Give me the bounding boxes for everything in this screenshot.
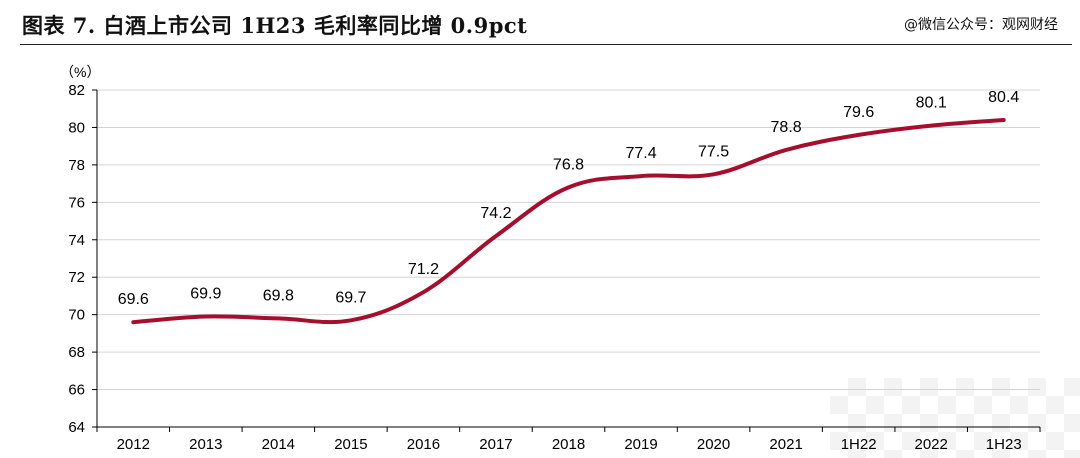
y-tick-label: 66 (68, 382, 85, 399)
data-label: 69.6 (118, 291, 149, 308)
x-tick-label: 2014 (262, 436, 295, 453)
y-axis-unit-label: （%） (60, 64, 100, 80)
y-tick-label: 78 (68, 157, 85, 174)
data-labels: 69.6 69.9 69.8 69.7 71.2 74.2 76.8 77.4 77.5 78.8… (118, 89, 1020, 308)
data-label: 74.2 (480, 205, 511, 222)
y-tick-label: 68 (68, 344, 85, 361)
gridlines (97, 89, 1040, 391)
y-tick-label: 74 (68, 232, 85, 249)
x-tick-label: 2016 (407, 436, 440, 453)
x-tick-label: 2020 (697, 436, 730, 453)
y-tick-label: 82 (68, 82, 85, 99)
data-label: 76.8 (553, 156, 584, 173)
data-label: 78.8 (771, 119, 802, 136)
source-credit: @微信公众号：观网财经 (904, 17, 1058, 33)
x-tick-label: 1H22 (841, 436, 877, 453)
data-label: 71.2 (408, 261, 439, 278)
axes: 64 66 68 70 72 74 76 78 80 82 2012 2013 2014 2015 2016… (68, 82, 1041, 453)
data-label: 69.7 (335, 289, 366, 306)
series-layer (131, 118, 1006, 325)
y-tick-label: 64 (68, 419, 85, 436)
x-tick-label: 2019 (624, 436, 657, 453)
figure-title: 图表 7. 白酒上市公司 1H23 毛利率同比增 0.9pct (22, 13, 528, 38)
data-label: 77.5 (698, 143, 729, 160)
x-tick-label: 2017 (479, 436, 512, 453)
data-label: 80.4 (988, 89, 1019, 106)
data-label: 77.4 (625, 145, 656, 162)
data-label: 69.8 (263, 287, 294, 304)
y-tick-label: 76 (68, 194, 85, 211)
data-label: 79.6 (843, 104, 874, 121)
data-label: 69.9 (190, 286, 221, 303)
data-label: 80.1 (916, 95, 947, 112)
x-tick-label: 2012 (117, 436, 150, 453)
y-tick-label: 80 (68, 119, 85, 136)
x-tick-label: 2022 (915, 436, 948, 453)
header: 图表 7. 白酒上市公司 1H23 毛利率同比增 0.9pct @微信公众号：观… (0, 0, 1080, 46)
watermark-pattern (830, 378, 1080, 458)
x-tick-label: 2015 (334, 436, 367, 453)
series-line (131, 118, 1006, 325)
y-tick-label: 72 (68, 269, 85, 286)
x-tick-label: 2021 (769, 436, 802, 453)
x-tick-label: 1H23 (986, 436, 1022, 453)
y-tick-label: 70 (68, 307, 85, 324)
header-rule (20, 44, 1072, 45)
x-tick-label: 2018 (552, 436, 585, 453)
x-tick-label: 2013 (189, 436, 222, 453)
